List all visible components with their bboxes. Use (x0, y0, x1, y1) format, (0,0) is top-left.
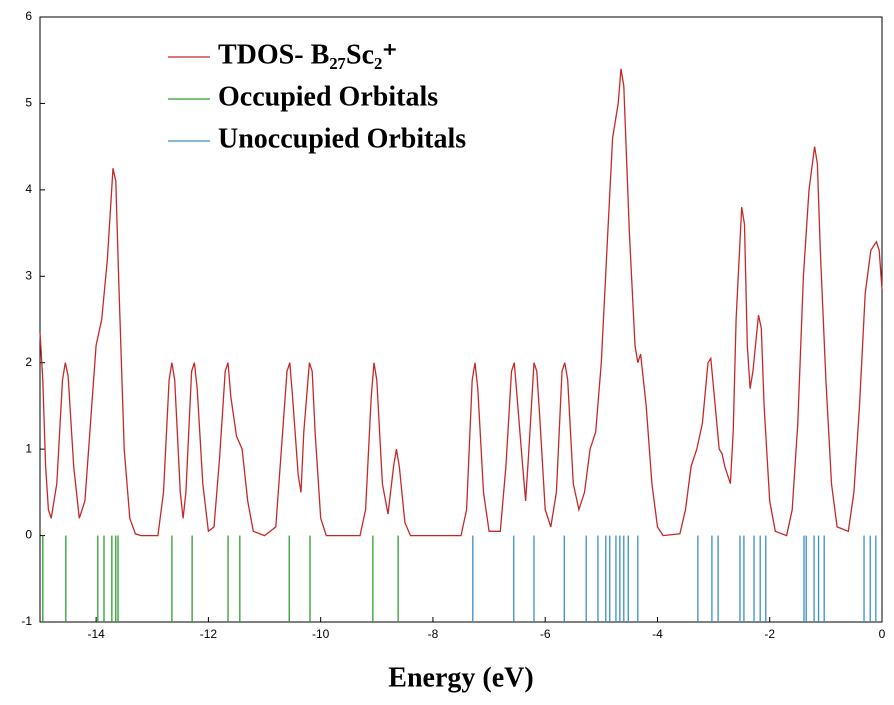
x-axis-label: Energy (eV) (388, 662, 533, 693)
y-tick-label: 3 (25, 268, 32, 282)
legend-label: TDOS- B₂₇Sc₂⁺ (218, 39, 397, 70)
y-tick-label: 6 (25, 9, 32, 23)
legend-label: Unoccupied Orbitals (218, 123, 466, 154)
x-tick-label: -6 (540, 627, 551, 641)
x-tick-label: -12 (200, 627, 218, 641)
x-tick-label: -14 (87, 627, 105, 641)
tdos-line (39, 68, 883, 537)
y-tick-label: 1 (25, 441, 32, 455)
x-tick-label: -2 (764, 627, 775, 641)
x-tick-label: -4 (652, 627, 663, 641)
y-tick-label: 0 (25, 528, 32, 542)
y-tick-label: 5 (25, 96, 32, 110)
x-tick-label: -10 (312, 627, 330, 641)
y-tick-label: 4 (25, 182, 32, 196)
x-tick-label: 0 (879, 627, 886, 641)
y-tick-label: -1 (21, 614, 32, 628)
legend-label: Occupied Orbitals (218, 81, 438, 112)
plot-frame (39, 16, 883, 623)
y-tick-label: 2 (25, 355, 32, 369)
x-tick-label: -8 (428, 627, 439, 641)
